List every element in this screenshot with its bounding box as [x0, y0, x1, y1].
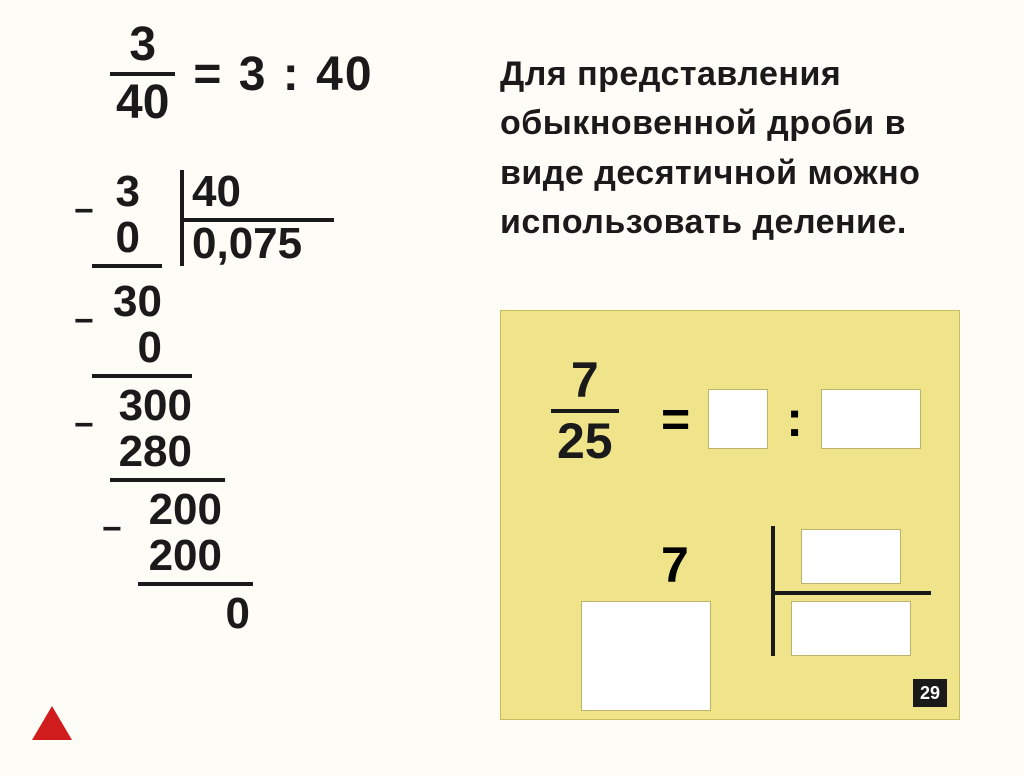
equals-sign: = — [193, 48, 223, 101]
blank-dividend[interactable] — [708, 389, 768, 449]
fraction-7-25: 7 25 — [551, 351, 619, 467]
division-hline — [771, 591, 931, 595]
fraction-numerator: 7 — [565, 354, 605, 407]
page-number: 29 — [920, 683, 940, 704]
equation-line: = : — [661, 389, 921, 449]
blank-quotient-box[interactable] — [791, 601, 911, 656]
step1-top: 30 — [92, 280, 162, 324]
fraction-numerator: 3 — [123, 20, 162, 70]
step0-bottom: 0 — [100, 216, 140, 260]
fraction-3-40: 3 40 — [110, 20, 175, 129]
step3-top: 200 — [122, 488, 222, 532]
fraction-bar — [551, 409, 619, 413]
dividend: 3 — [100, 170, 140, 214]
fraction-denominator: 40 — [110, 78, 175, 128]
exercise-panel: 7 25 = : 7 29 — [500, 310, 960, 720]
step2-top: 300 — [92, 384, 192, 428]
division-expression: 3 : 40 — [239, 48, 374, 101]
rule-1 — [92, 374, 192, 378]
colon-sign: : — [786, 390, 803, 448]
fraction-denominator: 25 — [551, 415, 619, 468]
minus-sign: − — [102, 512, 122, 546]
page: 3 40 = 3 : 40 − 3 0 40 0,075 − 30 0 — [0, 0, 1024, 776]
page-number-badge: 29 — [913, 679, 947, 707]
explanation-text: Для представления обыкновенной дроби в в… — [500, 50, 970, 247]
blank-divisor[interactable] — [821, 389, 921, 449]
equals-sign: = — [661, 390, 690, 448]
step3-bottom: 200 — [122, 534, 222, 578]
minus-sign: − — [74, 408, 94, 442]
equation-rhs: = 3 : 40 — [193, 47, 373, 102]
dividend-7: 7 — [661, 536, 689, 594]
quotient: 0,075 — [192, 222, 342, 266]
blank-divisor-box[interactable] — [801, 529, 901, 584]
triangle-marker-icon — [32, 706, 72, 740]
blank-work-area[interactable] — [581, 601, 711, 711]
rule-3 — [138, 582, 253, 586]
step2-bottom: 280 — [92, 430, 192, 474]
rule-2 — [110, 478, 225, 482]
step1-bottom: 0 — [92, 326, 162, 370]
remainder: 0 — [180, 592, 250, 636]
minus-sign: − — [74, 304, 94, 338]
equation-top: 3 40 = 3 : 40 — [110, 20, 374, 129]
divisor: 40 — [192, 170, 272, 214]
rule-0 — [92, 264, 162, 268]
minus-sign: − — [74, 194, 94, 228]
